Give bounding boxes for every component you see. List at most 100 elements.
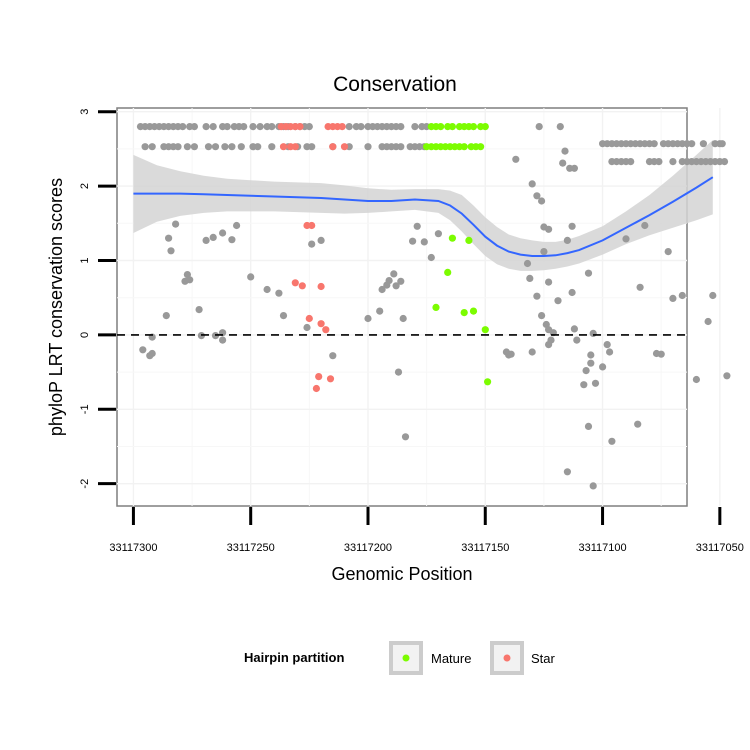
point-other <box>268 123 276 131</box>
point-star <box>291 279 299 287</box>
point-other <box>237 143 245 151</box>
chart-title: Conservation <box>333 73 457 96</box>
point-star <box>317 320 325 328</box>
point-other <box>190 123 198 131</box>
point-other <box>692 375 701 384</box>
point-other <box>636 283 644 291</box>
point-other <box>364 143 372 151</box>
point-mature <box>469 307 478 315</box>
point-other <box>249 123 257 131</box>
point-other <box>303 323 311 332</box>
y-tick-label: 2 <box>79 183 91 189</box>
point-star <box>296 123 304 131</box>
point-star <box>315 373 323 381</box>
point-other <box>256 123 264 131</box>
point-star <box>338 123 346 131</box>
point-other <box>664 248 672 256</box>
point-mature <box>484 378 492 386</box>
point-mature <box>481 123 489 131</box>
point-other <box>720 158 729 166</box>
grid <box>117 108 721 506</box>
smooth-curve <box>133 176 714 257</box>
point-other <box>263 285 271 294</box>
point-other <box>219 229 227 237</box>
point-other <box>528 180 536 188</box>
point-other <box>179 123 187 131</box>
point-other <box>390 270 398 278</box>
point-other <box>434 230 442 238</box>
point-other <box>174 143 182 151</box>
confidence-band-area <box>133 140 713 271</box>
point-other <box>397 143 405 151</box>
y-tick-label: 0 <box>79 332 91 338</box>
point-other <box>545 278 553 286</box>
point-star <box>340 143 349 151</box>
point-other <box>162 312 170 320</box>
point-other <box>228 236 236 244</box>
point-other <box>411 123 419 131</box>
point-other <box>545 341 553 349</box>
point-other <box>570 325 579 333</box>
x-tick-label: 33117150 <box>461 542 509 554</box>
point-other <box>209 123 217 131</box>
point-other <box>533 192 541 200</box>
point-mature <box>437 123 445 131</box>
point-other <box>183 143 191 151</box>
point-other <box>561 147 569 155</box>
point-other <box>228 143 236 151</box>
point-other <box>195 306 203 314</box>
point-other <box>345 123 353 131</box>
point-other <box>392 282 400 290</box>
y-axis-label: phyloP LRT conservation scores <box>46 178 66 436</box>
point-other <box>589 329 597 337</box>
point-other <box>589 482 597 490</box>
point-other <box>526 274 534 282</box>
point-mature <box>469 123 478 131</box>
point-other <box>723 372 731 380</box>
point-other <box>409 237 417 245</box>
point-other <box>223 123 231 131</box>
point-other <box>535 123 543 131</box>
point-other <box>688 140 696 148</box>
point-other <box>709 291 717 300</box>
point-other <box>219 336 227 344</box>
x-tick-label: 33117300 <box>109 542 157 554</box>
point-other <box>308 240 316 248</box>
point-other <box>570 164 579 172</box>
point-star <box>279 143 288 151</box>
point-mature <box>448 234 456 242</box>
legend: Hairpin partition Mature Star <box>244 641 556 675</box>
point-star <box>329 143 337 151</box>
point-other <box>385 277 393 285</box>
point-other <box>172 220 180 228</box>
x-axis-label: Genomic Position <box>331 564 472 584</box>
point-other <box>634 420 642 428</box>
x-tick-label: 33117100 <box>578 542 626 554</box>
point-other <box>652 349 661 358</box>
point-other <box>669 158 677 166</box>
point-other <box>376 307 384 315</box>
point-star <box>322 326 330 334</box>
point-other <box>275 289 283 297</box>
point-other <box>394 368 403 376</box>
point-mature <box>465 236 473 244</box>
point-other <box>704 317 712 326</box>
point-other <box>554 297 562 305</box>
point-other <box>427 253 435 262</box>
point-other <box>699 140 708 148</box>
confidence-band <box>133 140 713 271</box>
point-other <box>587 359 595 367</box>
point-star <box>298 282 306 290</box>
point-other <box>538 197 546 205</box>
point-mature <box>432 303 440 311</box>
point-mature <box>460 143 468 151</box>
point-other <box>599 363 607 371</box>
point-other <box>606 348 614 356</box>
point-other <box>627 158 635 166</box>
point-other <box>204 143 213 151</box>
smooth-line <box>133 176 714 257</box>
y-axis: -2 -1 0 1 2 3 <box>79 109 116 489</box>
point-other <box>329 352 337 360</box>
point-other <box>141 143 149 151</box>
